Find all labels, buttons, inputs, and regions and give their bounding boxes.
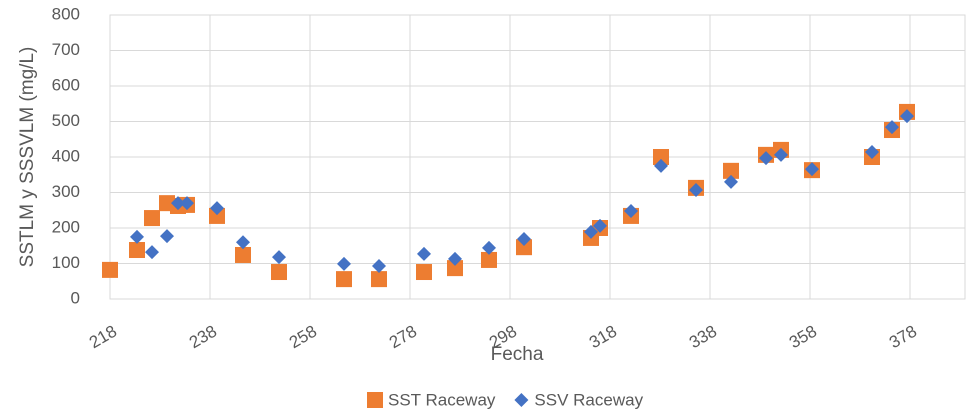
marker	[774, 147, 788, 162]
x-axis-label: Fecha	[491, 344, 544, 365]
marker	[145, 245, 159, 260]
x-tick-label: 338	[686, 322, 720, 353]
x-tick-label: 218	[86, 322, 120, 353]
x-tick-label: 378	[886, 322, 920, 353]
x-tick-label: 278	[386, 322, 420, 353]
legend-marker	[367, 392, 383, 408]
marker	[482, 240, 496, 255]
marker	[209, 207, 225, 224]
y-tick-label: 200	[52, 217, 80, 236]
marker	[584, 224, 598, 239]
y-tick-label: 300	[52, 182, 80, 201]
marker	[593, 218, 607, 233]
marker	[448, 251, 462, 266]
marker	[481, 251, 497, 268]
marker	[371, 271, 387, 288]
marker	[372, 258, 386, 273]
marker	[900, 109, 914, 124]
marker	[805, 162, 819, 177]
marker	[180, 196, 194, 211]
legend-marker	[514, 393, 529, 407]
y-tick-label: 400	[52, 146, 80, 165]
plot-border	[109, 14, 966, 300]
marker	[517, 232, 531, 247]
y-tick-label: 700	[52, 40, 80, 59]
marker	[160, 229, 174, 244]
marker	[723, 162, 739, 179]
y-axis-label: SSTLM y SSSVLM (mg/L)	[17, 47, 38, 268]
y-tick-label: 800	[52, 4, 80, 23]
x-tick-label: 358	[786, 322, 820, 353]
marker	[417, 246, 431, 261]
marker	[865, 145, 879, 160]
marker	[236, 235, 250, 250]
marker	[654, 158, 668, 173]
x-tick-label: 258	[286, 322, 320, 353]
y-tick-label: 500	[52, 111, 80, 130]
y-tick-label: 0	[71, 288, 80, 307]
legend-label: SSV Raceway	[534, 390, 643, 409]
marker	[653, 149, 669, 165]
marker	[624, 203, 638, 218]
marker	[102, 261, 118, 278]
marker	[416, 264, 432, 281]
marker	[724, 174, 738, 189]
x-tick-label: 318	[586, 322, 620, 353]
marker	[516, 239, 532, 256]
marker	[885, 120, 899, 135]
marker	[271, 264, 287, 281]
marker	[337, 256, 351, 271]
x-tick-label: 238	[186, 322, 220, 353]
y-tick-label: 100	[52, 253, 80, 272]
marker	[210, 201, 224, 216]
marker	[129, 242, 145, 259]
y-tick-label: 600	[52, 75, 80, 94]
marker	[171, 196, 185, 211]
marker	[689, 183, 703, 198]
marker	[130, 229, 144, 244]
marker	[447, 260, 463, 277]
legend-label: SST Raceway	[388, 390, 496, 409]
marker	[336, 271, 352, 288]
marker	[272, 250, 286, 265]
marker	[235, 246, 251, 263]
marker	[144, 210, 160, 227]
marker	[759, 151, 773, 166]
